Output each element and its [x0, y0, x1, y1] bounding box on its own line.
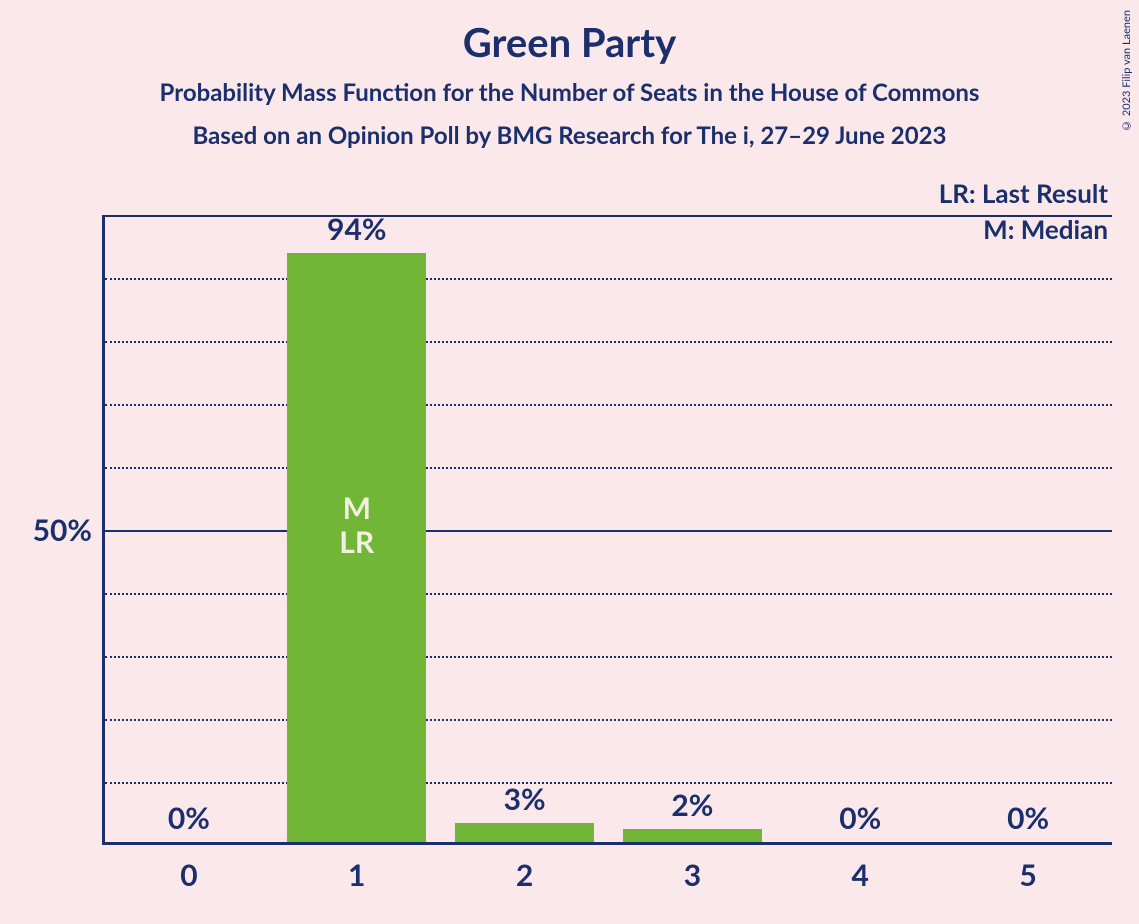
x-tick-label: 1: [348, 857, 365, 893]
x-tick-label: 5: [1019, 857, 1036, 893]
x-tick-label: 2: [516, 857, 533, 893]
bar: [455, 823, 594, 842]
x-tick-label: 0: [180, 857, 197, 893]
plot-area: 0%94%MLR3%2%0%0% LR: Last Result M: Medi…: [102, 215, 1112, 845]
x-tick-label: 3: [684, 857, 701, 893]
bar: [623, 829, 762, 842]
bar-annotation: MLR: [273, 491, 441, 560]
bar-value-label: 94%: [273, 211, 441, 247]
bar-value-label: 3%: [441, 781, 609, 817]
copyright-notice: © 2023 Filip van Laenen: [1120, 10, 1133, 132]
y-tick-label-50: 50%: [33, 512, 92, 548]
bar-slot: 2%: [609, 215, 777, 842]
chart-subtitle: Probability Mass Function for the Number…: [0, 78, 1139, 107]
bar-value-label: 0%: [944, 800, 1112, 836]
bar-slot: 0%: [105, 215, 273, 842]
legend-lr: LR: Last Result: [939, 177, 1108, 209]
x-axis: [102, 842, 1112, 845]
bar-slot: 3%: [441, 215, 609, 842]
bar-value-label: 2%: [609, 787, 777, 823]
bar-slot: 0%: [944, 215, 1112, 842]
bars-container: 0%94%MLR3%2%0%0%: [105, 215, 1112, 842]
chart-title: Green Party: [0, 0, 1139, 66]
bar-value-label: 0%: [105, 800, 273, 836]
bar-slot: 0%: [776, 215, 944, 842]
legend-m: M: Median: [983, 213, 1108, 245]
bar-slot: 94%MLR: [273, 215, 441, 842]
chart-source: Based on an Opinion Poll by BMG Research…: [0, 121, 1139, 150]
bar-value-label: 0%: [776, 800, 944, 836]
x-tick-label: 4: [852, 857, 869, 893]
